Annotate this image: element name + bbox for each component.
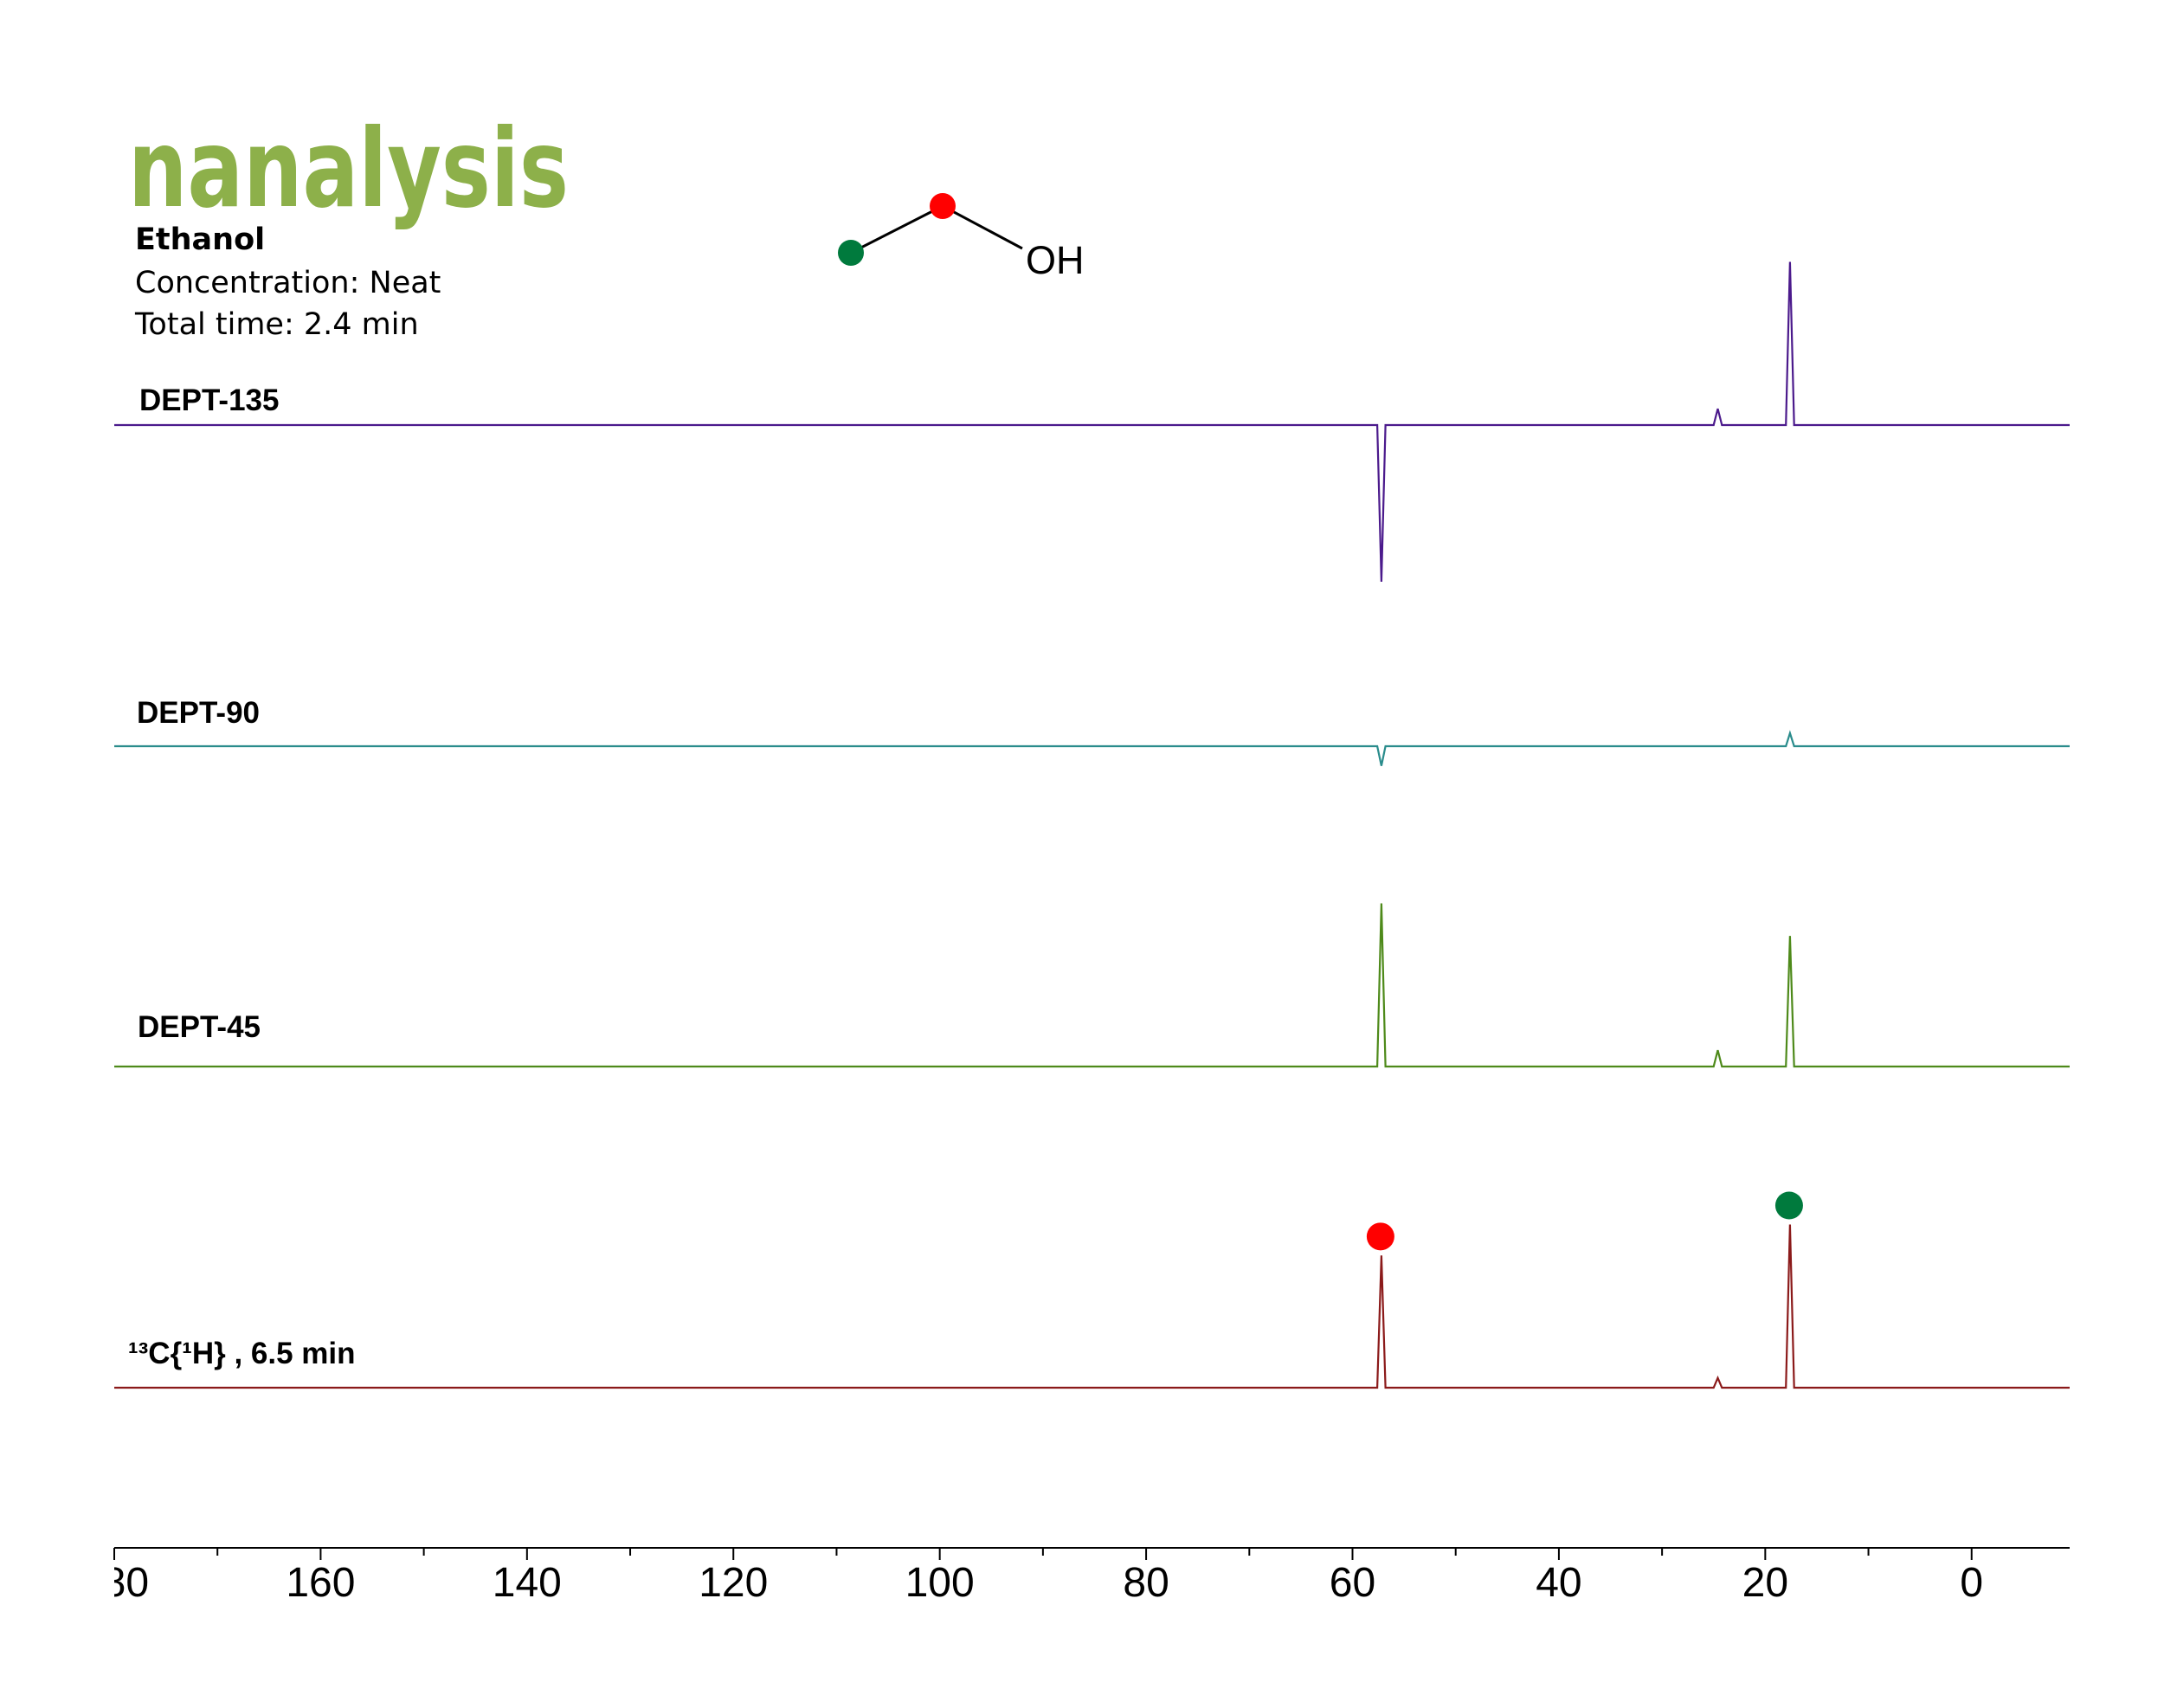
spectrum (114, 730, 2070, 766)
logo: nanalysis (128, 106, 569, 232)
x-tick-label: 60 (1330, 1560, 1375, 1606)
info-line: Total time: 2.4 min (134, 307, 419, 342)
peak-marker (1366, 1222, 1394, 1251)
x-tick-labels: 180 160 140 120 100 80 60 40 20 0 (80, 1560, 1983, 1606)
x-tick-label: 80 (1123, 1560, 1169, 1606)
x-tick-label: 40 (1536, 1560, 1581, 1606)
x-tick-label: 100 (905, 1560, 975, 1606)
structure: OH (838, 193, 1085, 282)
spectrum (114, 261, 2070, 583)
x-tick-label: 120 (699, 1560, 768, 1606)
x-tick-label: 160 (286, 1560, 355, 1606)
x-tick-label: 20 (1742, 1560, 1788, 1606)
series-label: ¹³C{¹H} , 6.5 min (128, 1337, 356, 1370)
spectrum (114, 1224, 2070, 1389)
atom (930, 193, 956, 219)
bond (850, 204, 944, 255)
series-label: DEPT-90 (137, 696, 260, 730)
bond (942, 204, 1023, 250)
spectrum (114, 903, 2070, 1068)
info-line: Concentration: Neat (135, 266, 441, 300)
series-label: DEPT-135 (139, 383, 279, 417)
atom-label: OH (1026, 238, 1085, 282)
x-tick-label: 0 (1960, 1560, 1983, 1606)
x-tick-label: 180 (80, 1560, 149, 1606)
x-tick-label: 140 (493, 1560, 562, 1606)
sample-title: Ethanol (135, 222, 265, 257)
atom (838, 240, 864, 266)
series-label: DEPT-45 (138, 1010, 261, 1044)
peak-marker (1774, 1191, 1803, 1220)
